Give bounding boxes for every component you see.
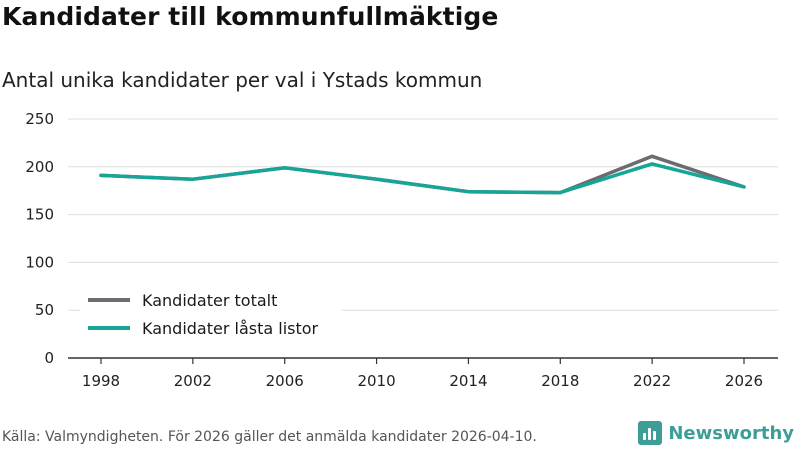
brand-name: Newsworthy — [668, 422, 794, 444]
y-tick-label: 100 — [25, 253, 54, 271]
legend-box — [80, 284, 342, 346]
brand-logo-group: Newsworthy — [638, 421, 794, 445]
x-tick-label: 2018 — [541, 372, 579, 390]
y-tick-label: 200 — [25, 158, 54, 176]
y-tick-label: 50 — [35, 301, 54, 319]
x-tick-label: 2006 — [266, 372, 304, 390]
x-tick-label: 2014 — [449, 372, 487, 390]
chart-title: Kandidater till kommunfullmäktige — [2, 2, 499, 31]
y-tick-label: 150 — [25, 206, 54, 224]
y-tick-label: 250 — [25, 110, 54, 128]
series-line-2 — [99, 162, 746, 195]
legend-label-2: Kandidater låsta listor — [142, 319, 319, 338]
x-tick-label: 2010 — [357, 372, 395, 390]
x-tick-label: 2026 — [725, 372, 763, 390]
x-tick-label: 2002 — [174, 372, 212, 390]
legend-label-1: Kandidater totalt — [142, 291, 277, 310]
y-tick-label: 0 — [44, 349, 54, 367]
chart-subtitle: Antal unika kandidater per val i Ystads … — [2, 68, 483, 92]
bar-chart-icon — [638, 421, 663, 445]
x-tick-label: 2022 — [633, 372, 671, 390]
line-chart: 0 50 100 150 200 250 1998 2002 2006 2010 2014 2018 2… — [25, 110, 778, 390]
source-note: Källa: Valmyndigheten. För 2026 gäller d… — [2, 429, 537, 445]
x-tick-label: 1998 — [82, 372, 120, 390]
